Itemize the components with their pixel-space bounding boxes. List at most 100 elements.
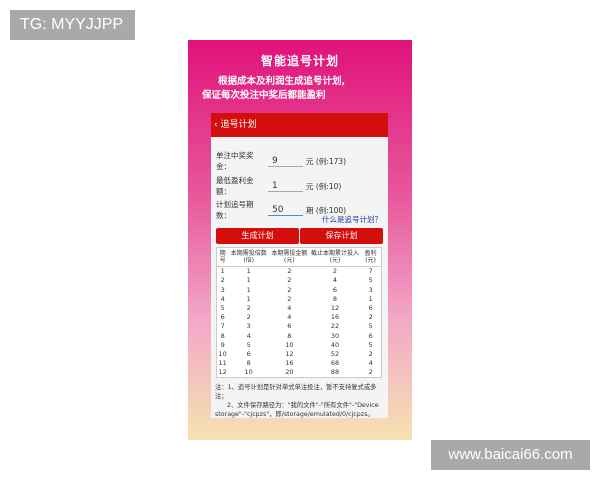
table-row: 12 10 20 88 2 xyxy=(217,368,382,378)
field-label: 最低盈利金额： xyxy=(216,176,254,196)
table-row: 7 3 6 22 5 xyxy=(217,322,382,331)
table-row: 2 1 2 4 5 xyxy=(217,276,382,285)
profit-input[interactable]: 1 xyxy=(268,181,303,192)
plan-card: ‹ 追号计划 单注中奖奖金： 9 元 (例:173) 最低盈利金额： 1 元 (… xyxy=(211,113,388,418)
table-cell: 1 xyxy=(220,267,225,276)
table-cell: 1 xyxy=(246,276,251,285)
save-plan-button[interactable]: 保存计划 xyxy=(300,228,383,244)
table-cell: 1 xyxy=(246,285,251,294)
table-cell: 1 xyxy=(246,294,251,303)
table-cell: 2 xyxy=(246,313,251,322)
back-icon[interactable]: ‹ xyxy=(214,120,218,130)
table-cell: 4 xyxy=(287,313,292,322)
table-cell: 5 xyxy=(220,304,225,313)
table-cell: 7 xyxy=(220,322,225,331)
column-header: 盈利(元) xyxy=(360,247,382,268)
table-cell: 30 xyxy=(330,331,340,340)
header-bar: ‹ 追号计划 xyxy=(211,113,388,137)
table-cell: 16 xyxy=(285,359,294,368)
table-cell: 4 xyxy=(220,294,225,303)
column-header: 本期需投金额(元) xyxy=(269,247,310,268)
table-cell: 8 xyxy=(220,331,225,340)
table-cell: 2 xyxy=(287,267,292,276)
table-cell: 6 xyxy=(287,322,292,331)
table-cell: 12 xyxy=(218,368,227,377)
form-row-profit: 最低盈利金额： 1 元 (例:10) xyxy=(216,175,341,197)
table-row: 5 2 4 12 6 xyxy=(217,304,382,313)
table-cell: 5 xyxy=(246,340,251,349)
table-cell: 12 xyxy=(330,304,340,313)
header-title: 追号计划 xyxy=(220,120,257,130)
table-cell: 1 xyxy=(246,267,251,276)
table-cell: 4 xyxy=(287,304,292,313)
watermark-site: www.baicai66.com xyxy=(431,440,590,470)
table-cell: 12 xyxy=(285,349,294,358)
table-cell: 68 xyxy=(330,359,340,368)
banner-title: 智能追号计划 xyxy=(260,54,339,68)
field-hint: 元 (例:173) xyxy=(306,156,347,166)
note-1: 注：1、追号计划是针对单式单注投注，暂不支持复式或多注； xyxy=(215,384,377,400)
table-cell: 1 xyxy=(368,294,373,303)
table-cell: 10 xyxy=(218,349,227,358)
field-label: 单注中奖奖金： xyxy=(216,151,254,171)
column-header: 截止本期累计投入(元) xyxy=(309,247,361,268)
table-cell: 2 xyxy=(287,294,292,303)
table-row: 6 2 4 16 2 xyxy=(217,313,382,322)
table-cell: 8 xyxy=(287,331,292,340)
table-row: 8 4 8 30 6 xyxy=(217,332,382,341)
table-cell: 2 xyxy=(368,349,373,358)
table-cell: 5 xyxy=(368,322,373,331)
table-cell: 88 xyxy=(330,368,340,377)
banner-line2: 保证每次投注中奖后都能盈利 xyxy=(202,90,326,101)
field-hint: 元 (例:10) xyxy=(306,181,342,191)
app-screenshot: 智能追号计划 根据成本及利润生成追号计划, 保证每次投注中奖后都能盈利 ‹ 追号… xyxy=(188,40,412,440)
watermark-tg: TG: MYYJJPP xyxy=(10,10,135,40)
table-row: 9 5 10 40 5 xyxy=(217,341,382,350)
form-row-prize: 单注中奖奖金： 9 元 (例:173) xyxy=(216,150,346,172)
table-cell: 6 xyxy=(368,331,373,340)
generate-plan-button[interactable]: 生成计划 xyxy=(216,228,299,244)
table-cell: 22 xyxy=(330,322,340,331)
periods-input[interactable]: 50 xyxy=(268,205,303,216)
table-cell: 5 xyxy=(368,340,373,349)
table-cell: 8 xyxy=(246,359,251,368)
note-2: 2、文件保存路径为："我的文件"-"所有文件"-"Device storage"… xyxy=(215,402,379,418)
table-cell: 8 xyxy=(332,294,338,303)
table-cell: 40 xyxy=(330,340,340,349)
table-cell: 2 xyxy=(332,267,338,276)
help-link[interactable]: 什么是追号计划？ xyxy=(322,215,382,224)
table-cell: 4 xyxy=(246,331,251,340)
table-cell: 6 xyxy=(246,349,251,358)
table-cell: 2 xyxy=(220,276,225,285)
form-row-periods: 计划追号期数： 50 期 (例:100) xyxy=(216,199,346,221)
table-row: 11 8 16 68 4 xyxy=(217,359,382,368)
table-cell: 10 xyxy=(244,368,253,377)
column-header: 本期需投倍数(倍) xyxy=(228,247,270,268)
table-cell: 6 xyxy=(332,285,338,294)
table-cell: 4 xyxy=(368,359,373,368)
prize-input[interactable]: 9 xyxy=(268,156,303,167)
column-header: 期号 xyxy=(216,247,229,268)
table-cell: 9 xyxy=(220,340,225,349)
table-row: 10 6 12 52 2 xyxy=(217,350,382,359)
table-cell: 3 xyxy=(246,322,251,331)
table-row: 1 1 2 2 7 xyxy=(217,267,382,277)
field-label: 计划追号期数： xyxy=(216,200,254,220)
notes: 注：1、追号计划是针对单式单注投注，暂不支持复式或多注； 2、文件保存路径为："… xyxy=(215,383,385,419)
table-cell: 20 xyxy=(285,368,294,377)
table-cell: 10 xyxy=(285,340,294,349)
field-hint: 期 (例:100) xyxy=(306,205,347,215)
banner-line1: 根据成本及利润生成追号计划, xyxy=(218,76,346,87)
table-cell: 3 xyxy=(368,285,373,294)
table-cell: 3 xyxy=(220,285,225,294)
table-cell: 2 xyxy=(246,304,251,313)
table-cell: 6 xyxy=(220,313,225,322)
table-row: 4 1 2 8 1 xyxy=(217,295,382,304)
table-cell: 5 xyxy=(368,276,373,285)
table-cell: 2 xyxy=(368,368,373,377)
table-cell: 11 xyxy=(218,359,227,368)
table-cell: 52 xyxy=(330,349,340,358)
table-cell: 6 xyxy=(368,304,373,313)
table-cell: 7 xyxy=(368,267,373,276)
